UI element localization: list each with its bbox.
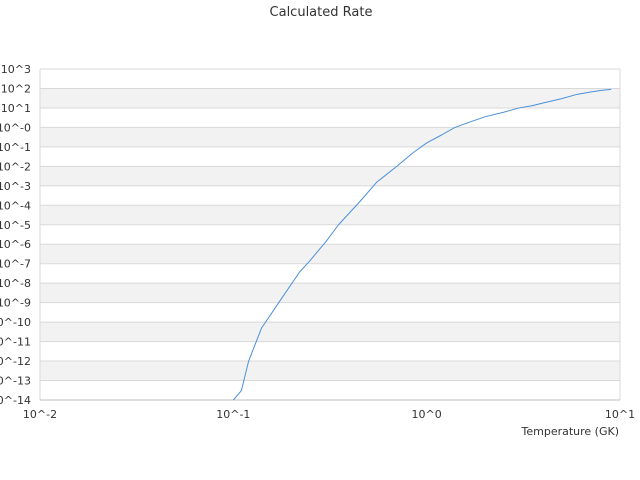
plot-bands [40,88,620,381]
y-tick-label: 10^-7 [0,258,31,271]
y-tick-label: 10^3 [1,63,31,76]
y-tick-label: 10^-10 [0,316,31,329]
y-tick-label: 10^-2 [0,160,31,173]
plot-band [40,205,620,225]
y-tick-label: 10^-6 [0,238,31,251]
y-tick-label: 10^-1 [0,141,31,154]
plot-band [40,166,620,186]
plot-band [40,88,620,108]
plot-band [40,283,620,303]
y-tick-label: 10^-14 [0,394,31,407]
x-tick-label: 10^-1 [216,408,250,421]
plot-band [40,361,620,381]
x-tick-label: 10^-2 [23,408,57,421]
x-tick-label: 10^1 [605,408,635,421]
plot-band [40,127,620,147]
x-tick-label: 10^0 [412,408,442,421]
chart-title: Calculated Rate [270,5,373,20]
y-tick-labels: 10^3 10^2 10^1 10^-0 10^-1 10^-2 10^-3 10^-4 10^… [0,63,31,407]
y-tick-label: 10^-4 [0,199,31,212]
y-tick-label: 10^-3 [0,180,31,193]
plot-band [40,244,620,264]
x-axis-label: Temperature (GK) [521,425,620,438]
y-tick-label: 10^-12 [0,355,31,368]
x-tick-labels: 10^-2 10^-1 10^0 10^1 [23,408,635,421]
plot-band [40,322,620,342]
series-line [232,88,612,401]
series-layer [232,88,612,401]
y-tick-label: 10^-9 [0,297,31,310]
y-tick-label: 10^-13 [0,375,31,388]
y-tick-label: 10^-11 [0,336,31,349]
y-tick-label: 10^-0 [0,121,31,134]
grid-lines [40,68,620,401]
axes [39,69,621,401]
y-tick-label: 10^1 [1,102,31,115]
y-tick-label: 10^-5 [0,219,31,232]
y-tick-label: 10^2 [1,82,31,95]
y-tick-label: 10^-8 [0,277,31,290]
